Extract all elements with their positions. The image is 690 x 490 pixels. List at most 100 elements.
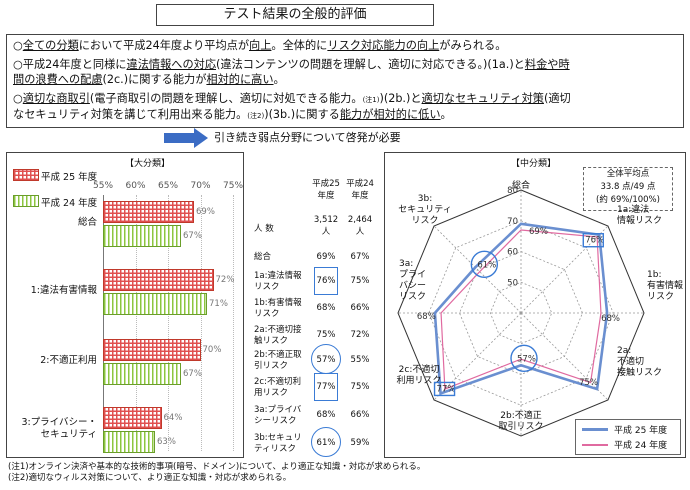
- summary-text: 間の浪費への配慮: [13, 73, 103, 86]
- table-value-2024: 72%: [350, 330, 370, 340]
- table-value-2024: 66%: [350, 303, 370, 313]
- radar-value-label: 76%: [585, 236, 604, 246]
- category-label: 3:プライバシー・ セキュリティ: [21, 417, 97, 440]
- footnote-ref: (注1): [362, 96, 380, 104]
- radar-spoke: [520, 312, 609, 401]
- summary-text: なセキュリティ対策を講じて利用出来る能力。: [13, 108, 248, 121]
- table-row-label: 1b:有害情報 リスク: [254, 298, 302, 319]
- average-note-box: 全体平均点 33.8 点/49 点 (約 69%/100%): [583, 167, 673, 211]
- summary-line-2b: 間の浪費への配慮(2c.)に関する能力が相対的に高い。: [13, 72, 285, 87]
- footnote-ref: (注2): [247, 112, 265, 120]
- radar-axis-label: 総合: [512, 179, 530, 191]
- table-value-2025: 77%: [316, 382, 336, 392]
- radar-value-label: 68%: [417, 312, 436, 322]
- conclusion-text: 引き続き弱点分野について啓発が必要: [214, 131, 401, 144]
- bar-2024: [103, 431, 155, 453]
- summary-line-2a: ○平成24年度と同様に違法情報への対応(違法コンテンツの問題を理解し、適切に対応…: [13, 57, 570, 72]
- bar-2024: [103, 363, 181, 385]
- gridline: [200, 195, 202, 451]
- bar-value-label: 72%: [215, 275, 235, 285]
- highlight-circle: [470, 250, 499, 279]
- table-header-2025: 平成25 年度: [312, 179, 340, 201]
- average-note-line: (約 69%/100%): [596, 195, 660, 205]
- table-value-2024: 75%: [350, 276, 370, 286]
- bar-value-label: 70%: [202, 345, 222, 355]
- radar-tick-label: 60: [507, 248, 518, 258]
- x-tick-label: 65%: [158, 181, 179, 191]
- summary-text: ○平成24年度と同様に: [13, 58, 127, 71]
- summary-line-3b: なセキュリティ対策を講じて利用出来る能力。(注2))(3b.)に関する能力が相対…: [13, 107, 452, 124]
- summary-text: (2c.)に関する能力が: [102, 73, 207, 86]
- summary-text: 相対的に高い: [206, 73, 274, 86]
- highlight-circle: [311, 344, 341, 374]
- radar-tick-label: 80: [507, 186, 518, 196]
- legend-swatch-2024: [13, 195, 39, 207]
- summary-text: リスク対応能力の向上: [327, 39, 440, 52]
- table-row-label: 2b:不適正取 引リスク: [254, 350, 302, 371]
- bar-2025: [103, 201, 194, 223]
- bar-chart-panel: 【大分類】 平成 25 年度 平成 24 年度 55% 60% 65% 70% 75% 総…: [6, 152, 244, 458]
- radar-value-label: 75%: [579, 378, 598, 388]
- bar-2025: [103, 407, 162, 429]
- summary-text: )(2b.)と: [379, 92, 422, 105]
- summary-text: 適切なセキュリティ対策: [421, 92, 544, 105]
- table-value-2025: 75%: [316, 330, 336, 340]
- gridline: [168, 195, 169, 451]
- radar-value-label: 77%: [437, 384, 456, 394]
- footnote-2: (注2)適切なウィルス対策について、より適正な知識・対応が求められる。: [8, 473, 292, 483]
- x-tick-label: 55%: [93, 181, 114, 191]
- radar-chart-panel: 【中分類】 全体平均点 33.8 点/49 点 (約 69%/100%) 50 6…: [384, 152, 686, 458]
- table-row-label: 2a:不適切接 触リスク: [254, 325, 302, 346]
- highlight-square: [314, 373, 338, 401]
- legend-line-2024: [582, 444, 608, 446]
- summary-text: 全ての分類: [22, 39, 79, 52]
- highlight-circle: [311, 427, 341, 457]
- summary-text: ○: [13, 92, 23, 105]
- summary-text: ○: [13, 39, 23, 52]
- legend-line-2025: [582, 428, 608, 431]
- summary-text: 適切な商取引: [22, 92, 90, 105]
- page-title: テスト結果の全般的評価: [156, 4, 434, 26]
- legend-label-2024: 平成 24 年度: [41, 198, 98, 209]
- legend-label-2024: 平成 24 年度: [614, 441, 668, 451]
- x-tick-label: 60%: [125, 181, 146, 191]
- category-label: 総合: [77, 217, 97, 228]
- bar-value-label: 71%: [209, 299, 228, 309]
- summary-line-1: ○全ての分類において平成24年度より平均点が向上。全体的にリスク対応能力の向上が…: [13, 38, 506, 53]
- summary-text: 。: [440, 108, 452, 121]
- radar-spoke: [433, 225, 522, 314]
- table-value-2025: 76%: [316, 276, 336, 286]
- table-header-2024: 平成24 年度: [346, 179, 374, 201]
- radar-series-2025: [433, 222, 609, 396]
- bar-value-label: 67%: [183, 369, 202, 379]
- summary-text: がみられる。: [439, 39, 507, 52]
- bar-value-label: 64%: [163, 413, 183, 423]
- bar-chart-title: 【大分類】: [125, 159, 171, 169]
- x-tick-label: 75%: [223, 181, 244, 191]
- summary-text: (違法コンテンツの問題を理解し、適切に対応できる。)(1a.)と: [216, 58, 525, 71]
- right-arrow-icon: [164, 128, 208, 148]
- radar-spoke: [520, 225, 609, 314]
- bar-value-label: 69%: [196, 207, 215, 217]
- table-value-2024: 67%: [350, 252, 370, 262]
- highlight-circle: [510, 344, 538, 372]
- radar-axis-label: 3b:セキュリティリスク: [398, 194, 451, 226]
- table-row-label: 3a:プライバ シーリスク: [254, 405, 302, 426]
- radar-value-label: 69%: [529, 227, 548, 237]
- radar-spoke: [433, 312, 522, 401]
- radar-legend: 平成 25 年度 平成 24 年度: [575, 419, 681, 455]
- summary-text: (電子商取引の問題を理解し、適切に対処できる能力。: [89, 92, 363, 105]
- summary-text: 能力が相対的に低い: [339, 108, 441, 121]
- summary-text: 向上: [249, 39, 272, 52]
- table-row-label: 1a:違法情報 リスク: [254, 271, 302, 292]
- radar-axis-label: 1a:違法情報リスク: [617, 203, 662, 226]
- category-label: 2:不適正利用: [40, 355, 97, 366]
- radar-chart-title: 【中分類】: [511, 159, 557, 169]
- bar-2025: [103, 339, 201, 361]
- summary-text: 料金や時: [524, 58, 570, 71]
- y-axis-line: [103, 195, 104, 453]
- legend-label-2025: 平成 25 年度: [41, 172, 98, 183]
- table-value-2024: 59%: [350, 438, 370, 448]
- table-value-2025: 68%: [316, 410, 336, 420]
- radar-tick-label: 70: [507, 217, 518, 227]
